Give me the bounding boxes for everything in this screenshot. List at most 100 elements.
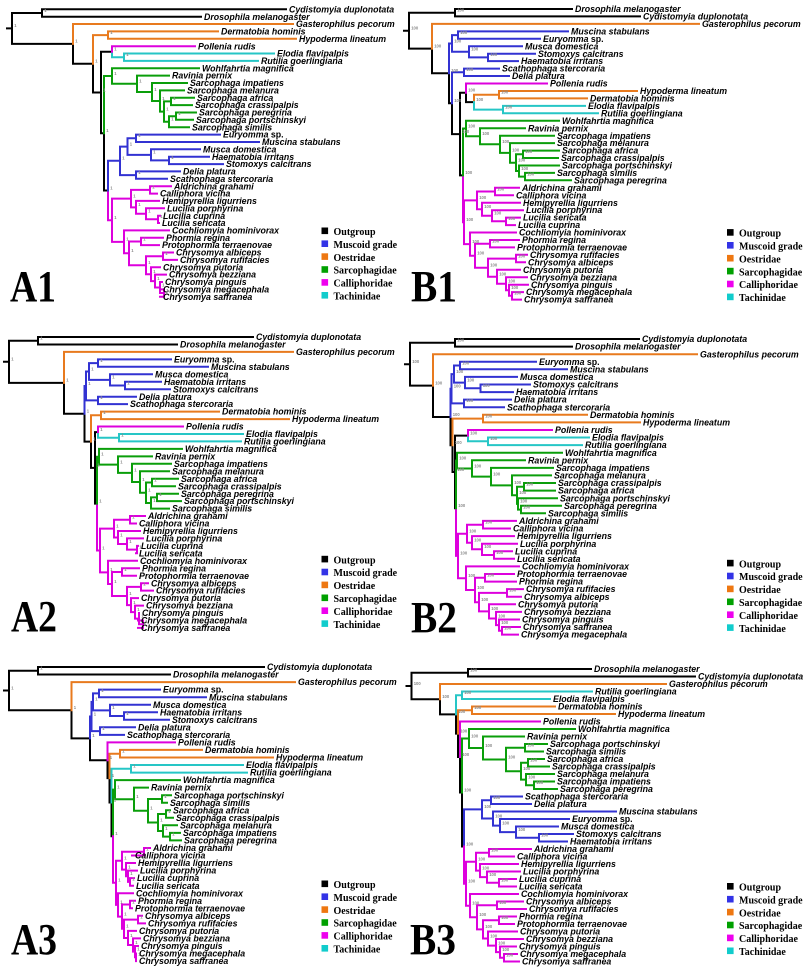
svg-text:100: 100: [482, 131, 490, 136]
svg-text:1: 1: [128, 864, 131, 869]
svg-text:Hemipyrellia ligurriens: Hemipyrellia ligurriens: [162, 196, 257, 206]
svg-text:Aldrichina grahami: Aldrichina grahami: [521, 183, 602, 193]
svg-text:Chrysomya rufifacies: Chrysomya rufifacies: [180, 255, 270, 265]
svg-text:Calliphora vicina: Calliphora vicina: [517, 852, 588, 862]
svg-text:Rutilia goerlingiana: Rutilia goerlingiana: [244, 437, 326, 447]
svg-text:Ravinia pernix: Ravinia pernix: [172, 71, 233, 81]
svg-text:Gasterophilus pecorum: Gasterophilus pecorum: [296, 19, 395, 29]
svg-text:1: 1: [99, 498, 102, 503]
svg-text:Muscoid grade: Muscoid grade: [739, 242, 803, 253]
svg-text:Phormia regina: Phormia regina: [522, 235, 586, 245]
svg-text:Chrysomya bezziana: Chrysomya bezziana: [526, 934, 613, 944]
svg-text:100: 100: [435, 380, 443, 385]
svg-text:Cochliomyia hominivorax: Cochliomyia hominivorax: [522, 562, 630, 572]
svg-text:Lucilia cuprina: Lucilia cuprina: [518, 220, 580, 230]
svg-text:Muscoid grade: Muscoid grade: [334, 240, 398, 251]
svg-text:Chrysomya rufifacies: Chrysomya rufifacies: [156, 586, 246, 596]
svg-text:1: 1: [110, 567, 113, 572]
svg-text:Chrysomya pinguis: Chrysomya pinguis: [531, 280, 613, 290]
svg-text:Aldrichina grahami: Aldrichina grahami: [152, 843, 233, 853]
svg-text:Musca domestica: Musca domestica: [153, 700, 226, 710]
svg-text:Sarcophaga africa: Sarcophaga africa: [562, 146, 638, 156]
svg-text:Gasterophilus pecorum: Gasterophilus pecorum: [298, 677, 397, 687]
svg-text:100: 100: [490, 933, 498, 938]
svg-text:100: 100: [485, 520, 493, 525]
svg-text:Sarcophaga crassipalpis: Sarcophaga crassipalpis: [561, 153, 665, 163]
svg-text:1: 1: [93, 436, 96, 441]
svg-text:Chrysomya albiceps: Chrysomya albiceps: [151, 578, 237, 588]
svg-text:100: 100: [472, 901, 480, 906]
svg-text:100: 100: [512, 148, 520, 153]
svg-text:Chrysomya putoria: Chrysomya putoria: [139, 926, 219, 936]
svg-text:Chrysomya putoria: Chrysomya putoria: [520, 927, 600, 937]
svg-text:Sarcophaga melanura: Sarcophaga melanura: [557, 138, 649, 148]
svg-text:1: 1: [133, 193, 136, 198]
svg-text:Scathophaga stercoraria: Scathophaga stercoraria: [525, 792, 628, 802]
svg-text:100: 100: [514, 480, 522, 485]
svg-text:Pollenia rudis: Pollenia rudis: [186, 422, 244, 432]
svg-text:100: 100: [453, 412, 461, 417]
svg-text:Elodia flavipalpis: Elodia flavipalpis: [277, 49, 349, 59]
svg-text:100: 100: [474, 705, 482, 710]
svg-text:100: 100: [498, 613, 506, 618]
svg-text:Phormia regina: Phormia regina: [142, 563, 206, 573]
svg-text:100: 100: [501, 915, 509, 920]
svg-text:1: 1: [173, 96, 176, 101]
svg-text:Tachinidae: Tachinidae: [334, 620, 381, 631]
svg-text:1: 1: [133, 600, 136, 605]
svg-text:Sarcophaga similis: Sarcophaga similis: [548, 508, 628, 518]
svg-text:1: 1: [141, 613, 144, 618]
svg-text:Cochliomyia hominivorax: Cochliomyia hominivorax: [521, 889, 629, 899]
svg-text:1: 1: [160, 817, 163, 822]
svg-text:1: 1: [136, 794, 139, 799]
svg-text:1: 1: [134, 468, 137, 473]
svg-text:1: 1: [126, 711, 129, 716]
svg-text:Sarcophagidae: Sarcophagidae: [739, 267, 803, 278]
svg-text:Muscina stabulans: Muscina stabulans: [570, 364, 649, 374]
svg-text:1: 1: [139, 79, 142, 84]
svg-text:100: 100: [484, 204, 492, 209]
svg-text:Calliphoridae: Calliphoridae: [334, 607, 393, 618]
svg-text:Chrysomya albiceps: Chrysomya albiceps: [145, 911, 231, 921]
svg-text:Tachinidae: Tachinidae: [334, 945, 381, 956]
svg-text:1: 1: [11, 685, 14, 690]
svg-text:Oestridae: Oestridae: [334, 253, 376, 264]
svg-text:100: 100: [470, 430, 478, 435]
svg-text:100: 100: [527, 171, 535, 176]
svg-text:Chrysomya bezziana: Chrysomya bezziana: [524, 607, 611, 617]
svg-text:Musca domestica: Musca domestica: [561, 822, 634, 832]
svg-text:1: 1: [129, 591, 132, 596]
svg-text:Outgroup: Outgroup: [334, 555, 376, 566]
svg-text:1: 1: [143, 582, 146, 587]
svg-text:100: 100: [508, 279, 516, 284]
svg-text:A2: A2: [11, 592, 57, 641]
svg-text:Chrysomya pinguis: Chrysomya pinguis: [519, 942, 601, 952]
svg-text:Lucilia sericata: Lucilia sericata: [517, 554, 581, 564]
svg-text:Hypoderma lineatum: Hypoderma lineatum: [643, 418, 730, 428]
svg-text:Sarcophaga portschinskyi: Sarcophaga portschinskyi: [560, 493, 671, 503]
svg-text:1: 1: [132, 899, 135, 904]
svg-text:Wohlfahrtia magnifica: Wohlfahrtia magnifica: [202, 63, 294, 73]
svg-text:1: 1: [124, 567, 127, 572]
svg-text:100: 100: [459, 455, 467, 460]
svg-text:1: 1: [120, 459, 123, 464]
svg-text:Phormia regina: Phormia regina: [166, 233, 230, 243]
svg-text:1: 1: [110, 185, 113, 190]
svg-text:100: 100: [451, 68, 459, 73]
svg-text:100: 100: [526, 482, 534, 487]
svg-text:100: 100: [484, 544, 492, 549]
svg-text:Dermatobia hominis: Dermatobia hominis: [590, 94, 675, 104]
svg-text:100: 100: [468, 123, 476, 128]
svg-text:1: 1: [140, 914, 143, 919]
svg-text:Cydistomyia duplonotata: Cydistomyia duplonotata: [256, 332, 361, 342]
svg-text:100: 100: [476, 97, 484, 102]
svg-text:100: 100: [492, 239, 500, 244]
svg-text:1: 1: [166, 288, 169, 293]
svg-text:Protophormia terraenovae: Protophormia terraenovae: [517, 569, 627, 579]
svg-text:100: 100: [469, 529, 477, 534]
svg-text:Chrysomya pinguis: Chrysomya pinguis: [142, 608, 224, 618]
svg-text:1: 1: [148, 260, 151, 265]
svg-text:1: 1: [11, 357, 14, 362]
svg-text:Scathophaga stercoraria: Scathophaga stercoraria: [502, 64, 605, 74]
svg-text:100: 100: [501, 878, 509, 883]
